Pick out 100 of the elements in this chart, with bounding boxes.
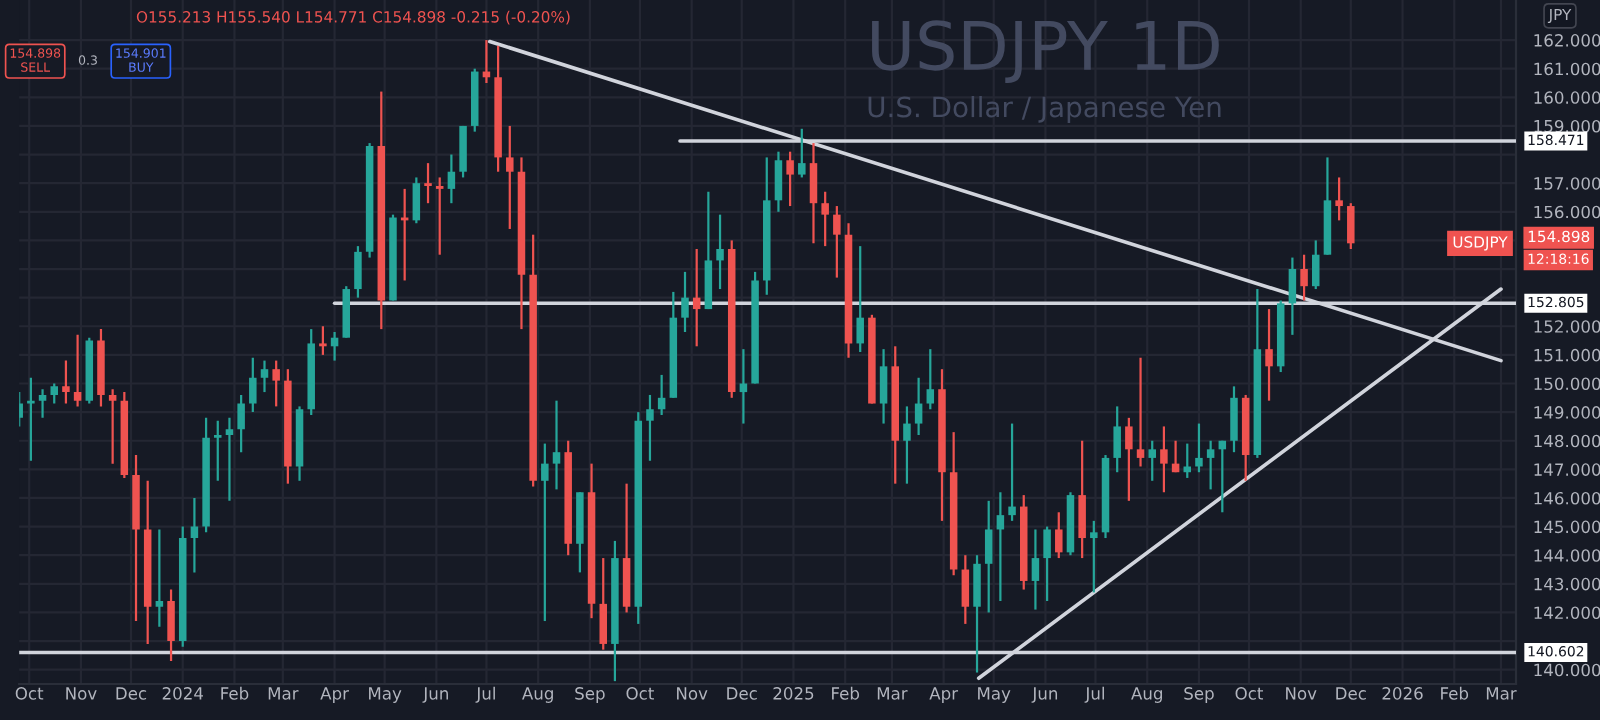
candlestick [108,388,117,465]
candlestick [424,162,432,205]
candlestick [1090,519,1098,594]
candlestick [249,356,257,414]
x-tick-label: Sep [1184,687,1214,703]
candlestick [692,247,701,348]
y-tick-label: 145.000 [1534,520,1600,534]
x-tick-label: Aug [522,687,553,703]
y-tick-label: 161.000 [1534,62,1600,76]
candlestick [447,153,456,205]
candlestick [225,416,234,502]
x-tick-label: Dec [727,687,757,700]
x-tick-label: May [978,687,1011,703]
candlestick [926,348,935,411]
candlestick [1265,307,1273,402]
candlestick [821,190,829,248]
text: U.S. Dollar / Japanese Yen [868,96,1221,123]
x-tick-label: Nov [1286,687,1317,700]
y-tick-label: 152.000 [1534,320,1600,333]
candlestick [412,176,421,225]
y-tick-label: 151.000 [1534,348,1600,362]
candlestick [1195,422,1203,474]
candlestick [1160,425,1168,494]
x-tick-label: Nov [66,687,97,700]
y-tick-label: 140.000 [1534,663,1600,677]
y-tick-label: 156.000 [1534,205,1600,219]
x-tick-label: Apr [929,687,959,703]
y-tick-label: 160.000 [1534,91,1600,104]
candlestick [798,127,806,179]
x-tick-label: Oct [626,687,654,700]
y-tick-label: 146.000 [1534,491,1600,505]
candlestick [541,442,549,623]
candlestick [1125,416,1133,502]
candlestick [996,491,1005,603]
x-tick-label: Apr [320,687,349,703]
candlestick [1031,528,1040,611]
chart-title: USDJPY 1D [872,20,1219,84]
candlestick [435,176,444,256]
candlestick [903,405,911,485]
y-tick-label: 142.000 [1534,606,1600,620]
candlestick [961,554,970,626]
x-tick-label: Mar [1486,687,1517,700]
x-tick-label: Jul [1084,686,1104,703]
y-tick-label: 143.000 [1534,577,1600,591]
candlestick [190,496,199,574]
candlestick [774,150,783,213]
y-tick-label: 144.000 [1534,549,1600,562]
candlestick [1078,439,1086,560]
candlestick [155,528,164,628]
candlestick [73,333,82,408]
x-tick-label: Feb [1441,686,1469,700]
candlestick [973,554,981,674]
candlestick [809,141,818,245]
x-tick-label: Jul [475,686,495,703]
candlestick [716,213,724,291]
x-tick-label: Feb [832,686,860,700]
y-tick-label: 159.000 [1534,119,1600,133]
candlestick [237,393,245,454]
candlestick [552,399,561,491]
candlestick [506,124,514,231]
y-tick-label: 150.000 [1534,377,1600,391]
candlestick [62,359,70,405]
candlestick [1230,385,1238,454]
x-tick-label: Oct [1235,687,1264,700]
candlestick [1043,525,1051,603]
candlestick [167,588,175,663]
y-tick-label: 148.000 [1534,434,1600,448]
y-tick-label: 162.000 [1534,34,1600,47]
candlestick [856,245,864,354]
y-tick-label: 157.000 [1534,177,1600,190]
candlestick [599,556,607,651]
candlestick [459,124,467,179]
x-tick-label: Oct [15,687,44,700]
candlestick [833,204,841,279]
x-tick-label: Jun [1031,687,1058,703]
candlestick [319,325,327,356]
candlestick [1008,422,1016,522]
x-tick-label: Mar [268,687,299,700]
candlestick [1206,439,1215,491]
candlestick [260,359,269,394]
x-tick-label: Jun [422,687,448,703]
candlestick [681,270,689,334]
candlestick [1148,439,1156,482]
candlestick [1055,511,1063,560]
candlestick [786,150,794,208]
candlestick [1347,202,1355,251]
candlestick [1335,176,1343,222]
candlestick [1312,239,1320,291]
candlestick [50,382,58,405]
x-tick-label: 2025 [773,687,814,700]
candlestick [1113,405,1121,474]
x-tick-label: Aug [1131,687,1162,703]
x-tick-label: Dec [116,687,147,700]
x-tick-label: Sep [575,687,605,703]
candlestick [214,419,222,482]
candlestick [879,348,888,425]
candlestick [1136,356,1145,468]
x-tick-label: Dec [1336,687,1366,700]
x-tick-label: Mar [877,687,908,700]
x-tick-label: May [369,687,402,703]
